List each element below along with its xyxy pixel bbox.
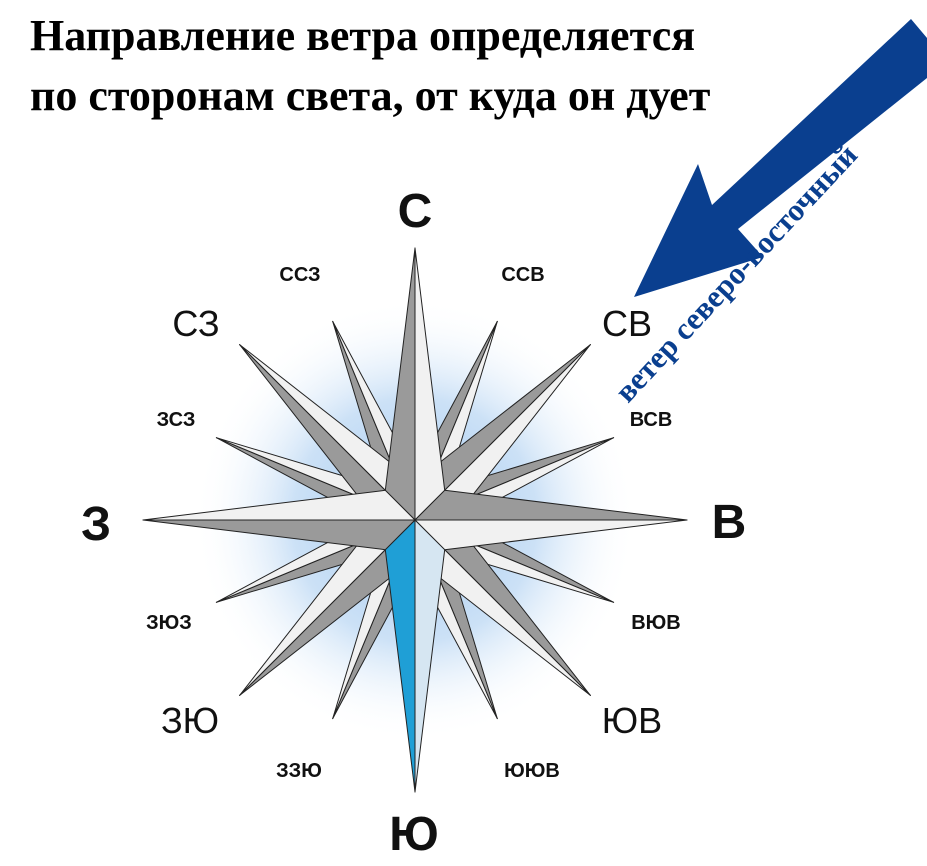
label-ese: ВЮВ bbox=[631, 612, 681, 634]
label-southwest: ЗЮ bbox=[161, 700, 219, 741]
label-southeast: ЮВ bbox=[602, 700, 662, 741]
label-sse: ЮЮВ bbox=[504, 760, 560, 782]
label-wnw: ЗСЗ bbox=[157, 409, 196, 431]
label-northeast: СВ bbox=[602, 303, 652, 344]
wind-direction-arrow bbox=[634, 19, 927, 297]
title-line-1: Направление ветра определяется bbox=[30, 11, 696, 60]
label-nne: ССВ bbox=[501, 264, 544, 286]
ray-east bbox=[414, 489, 688, 551]
ray-nw bbox=[239, 344, 416, 521]
ray-north bbox=[384, 247, 446, 521]
label-wsw: ЗЮЗ bbox=[146, 612, 192, 634]
label-nnw: ССЗ bbox=[279, 264, 320, 286]
ray-west-right-half bbox=[142, 489, 416, 521]
title-line-2: по сторонам света, от куда он дует bbox=[30, 71, 711, 120]
label-northwest: СЗ bbox=[172, 303, 219, 344]
label-ssw: ЗЗЮ bbox=[276, 760, 322, 782]
intercardinal-rays bbox=[239, 344, 591, 696]
cardinal-rays bbox=[142, 247, 688, 793]
label-ene: ВСВ bbox=[630, 409, 673, 431]
label-south: Ю bbox=[389, 808, 439, 861]
label-north: С bbox=[398, 185, 433, 238]
label-west: З bbox=[81, 498, 111, 551]
title: Направление ветра определяется по сторон… bbox=[30, 6, 710, 126]
label-east: В bbox=[712, 496, 747, 549]
ray-west bbox=[142, 489, 416, 551]
